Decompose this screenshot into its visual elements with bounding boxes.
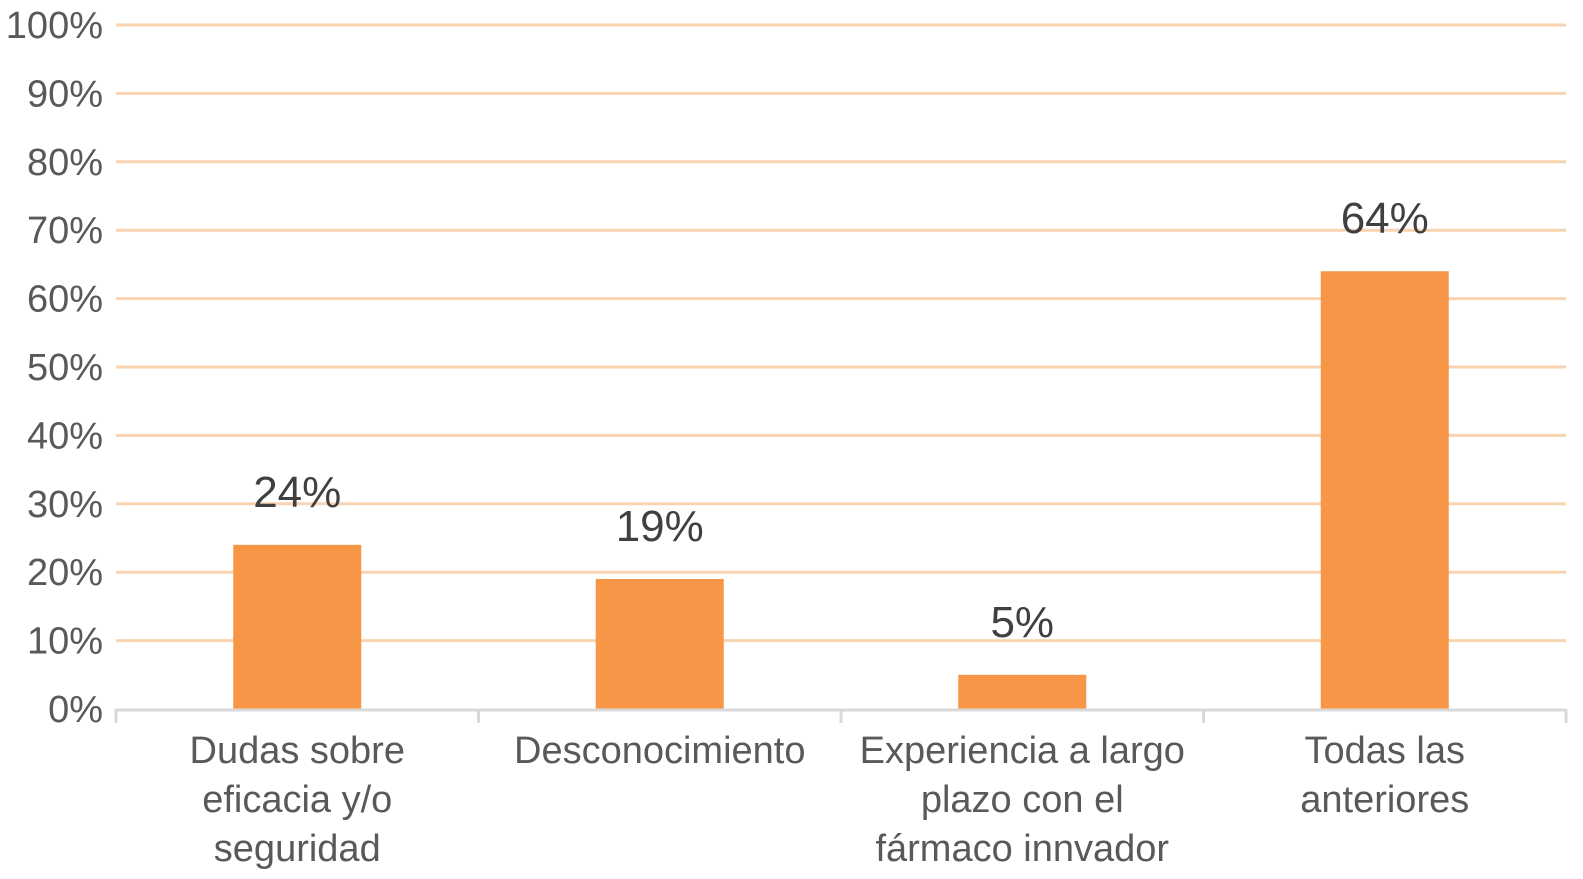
x-tick-label-line: seguridad <box>214 828 381 870</box>
x-tick-label: Desconocimiento <box>514 730 805 772</box>
bar <box>595 579 724 709</box>
x-tick-label-line: Experiencia a largo <box>860 730 1185 772</box>
y-tick-label: 10% <box>27 621 103 663</box>
data-label: 19% <box>616 502 704 551</box>
x-tick-label-line: eficacia y/o <box>202 779 392 821</box>
bars <box>233 271 1449 709</box>
x-tick-label: Experiencia a largo plazo con el fármaco i… <box>860 730 1185 870</box>
x-tick-label: Dudas sobre eficacia y/o seguridad <box>190 730 405 870</box>
bar <box>233 544 362 709</box>
data-label: 64% <box>1341 194 1429 243</box>
data-label: 5% <box>990 598 1054 647</box>
y-tick-label: 70% <box>27 210 103 252</box>
y-axis: 0% 10% 20% 30% 40% 50% 60% 70% 80% 90% 100% <box>6 5 103 731</box>
y-tick-label: 100% <box>6 5 103 47</box>
y-tick-label: 80% <box>27 142 103 184</box>
y-tick-label: 90% <box>27 73 103 115</box>
y-tick-label: 20% <box>27 552 103 594</box>
y-tick-label: 30% <box>27 484 103 526</box>
y-tick-label: 60% <box>27 279 103 321</box>
data-label: 24% <box>253 468 341 517</box>
y-tick-label: 0% <box>48 689 103 731</box>
x-tick-label: Todas las anteriores <box>1300 730 1469 821</box>
x-tick-label-line: Todas las <box>1304 730 1465 772</box>
x-axis: Dudas sobre eficacia y/o seguridad Desconoc… <box>114 708 1568 870</box>
data-labels: 24% 19% 5% 64% <box>253 194 1429 647</box>
x-tick-label-line: plazo con el <box>921 779 1124 821</box>
x-tick-label-line: Dudas sobre <box>190 730 405 772</box>
y-tick-label: 40% <box>27 415 103 457</box>
bar <box>1320 271 1449 709</box>
x-tick-label-line: Desconocimiento <box>514 730 805 772</box>
x-tick-label-line: anteriores <box>1300 779 1469 821</box>
y-tick-label: 50% <box>27 347 103 389</box>
x-tick-label-line: fármaco innvador <box>875 828 1169 870</box>
bar <box>958 674 1087 709</box>
